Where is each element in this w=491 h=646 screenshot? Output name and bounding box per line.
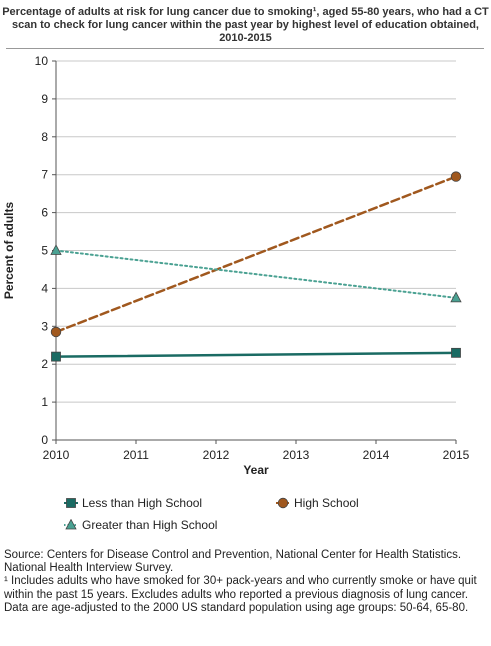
y-axis-label: Percent of adults — [2, 202, 16, 300]
footnotes: Source: Centers for Disease Control and … — [4, 549, 488, 615]
y-tick-label: 2 — [41, 357, 48, 371]
data-point-0-1 — [451, 347, 461, 358]
data-point-0-0 — [51, 351, 61, 362]
y-tick-label: 8 — [41, 130, 48, 144]
y-tick-label: 10 — [35, 54, 49, 68]
x-axis-label: Year — [243, 463, 269, 477]
data-point-1-1 — [450, 171, 462, 182]
data-point-2-0 — [50, 244, 62, 255]
age-adjust-note: Data are age-adjusted to the 2000 US sta… — [4, 601, 469, 614]
y-tick-label: 9 — [41, 92, 48, 106]
title-divider — [6, 48, 484, 49]
y-tick-label: 4 — [41, 281, 48, 295]
y-tick-label: 1 — [41, 395, 48, 409]
x-tick-label: 2012 — [203, 448, 230, 462]
y-tick-label: 3 — [41, 319, 48, 333]
series-line-0 — [54, 351, 458, 358]
source-note: Source: Centers for Disease Control and … — [4, 549, 462, 575]
x-tick-label: 2011 — [123, 448, 149, 462]
chart-title: Percentage of adults at risk for lung ca… — [2, 6, 489, 44]
x-tick-label: 2010 — [43, 448, 70, 462]
y-tick-label: 7 — [41, 168, 48, 182]
data-point-2-1 — [450, 291, 462, 303]
series-line-2 — [55, 249, 457, 299]
series-line-1 — [54, 175, 458, 334]
y-tick-label: 0 — [41, 433, 48, 447]
y-tick-label: 5 — [41, 244, 48, 258]
x-tick-label: 2013 — [283, 448, 310, 462]
y-tick-label: 6 — [41, 206, 48, 220]
x-tick-label: 2014 — [363, 448, 390, 462]
x-tick-label: 2015 — [443, 448, 470, 462]
footnote-1: ¹ Includes adults who have smoked for 30… — [4, 575, 477, 601]
data-point-1-0 — [50, 326, 62, 338]
